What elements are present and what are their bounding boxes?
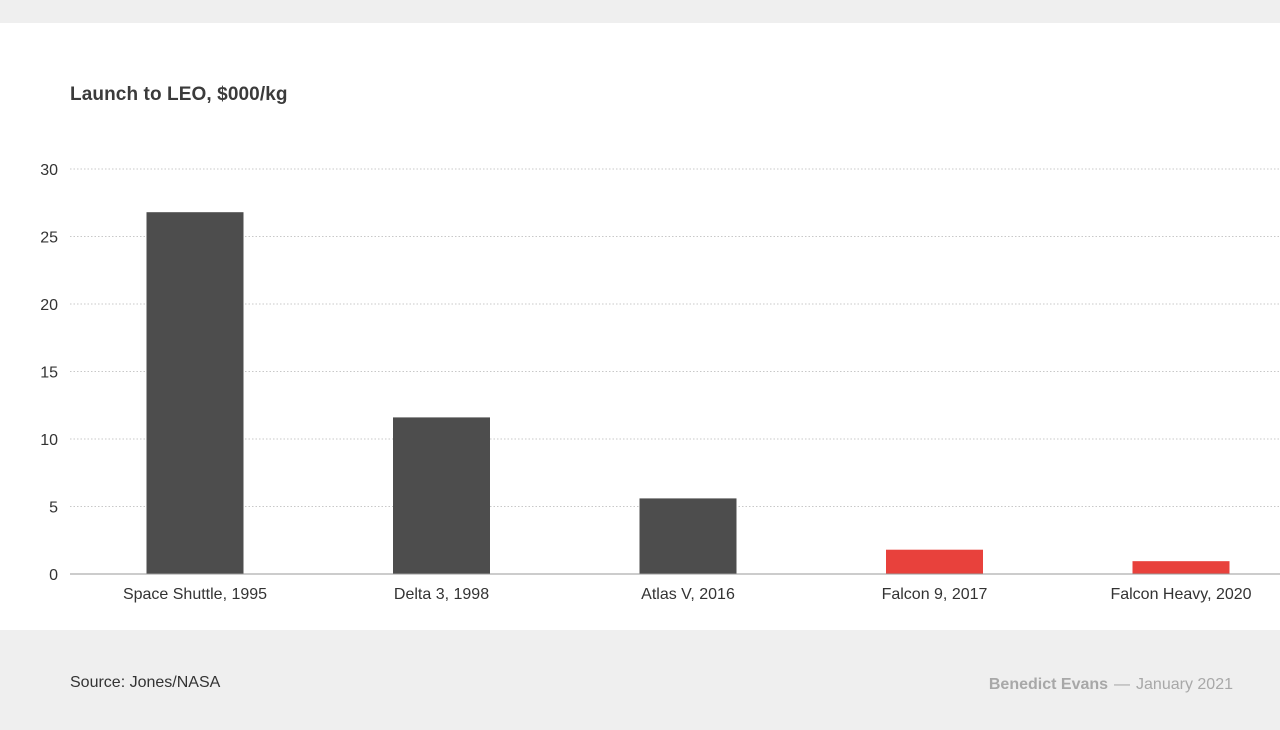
chart-title: Launch to LEO, $000/kg (70, 84, 288, 105)
y-tick-label: 25 (40, 230, 58, 247)
x-tick-label: Falcon 9, 2017 (882, 586, 988, 603)
credit-separator: — (1114, 676, 1131, 693)
x-axis-labels: Space Shuttle, 1995 Delta 3, 1998 Atlas V,… (123, 586, 1252, 603)
y-tick-label: 20 (40, 297, 58, 314)
y-tick-label: 15 (40, 365, 58, 382)
footer: Source: Jones/NASA Benedict Evans — Januar… (0, 630, 1280, 730)
credit: Benedict Evans — January 2021 (989, 676, 1233, 694)
x-tick-label: Falcon Heavy, 2020 (1110, 586, 1251, 603)
bar-chart: 0 5 10 15 20 25 30 Space Shuttle, 1995 Delta 3,… (40, 162, 1280, 603)
y-tick-label: 5 (49, 500, 58, 517)
x-tick-label: Delta 3, 1998 (394, 586, 489, 603)
bar (393, 417, 490, 574)
bars (146, 212, 1230, 574)
x-tick-label: Atlas V, 2016 (641, 586, 735, 603)
x-tick-label: Space Shuttle, 1995 (123, 586, 267, 603)
author-name: Benedict Evans (988, 676, 1109, 693)
y-axis-ticks: 0 5 10 15 20 25 30 (40, 162, 58, 584)
source-note: Source: Jones/NASA (70, 674, 221, 691)
bar (639, 498, 737, 574)
publication-date: January 2021 (1136, 676, 1233, 693)
top-band (0, 0, 1280, 23)
y-tick-label: 0 (49, 567, 58, 584)
y-tick-label: 10 (40, 432, 58, 449)
bar (1132, 561, 1230, 574)
y-tick-label: 30 (40, 162, 58, 179)
bar (146, 212, 244, 574)
bar (886, 549, 983, 574)
gridlines (70, 168, 1280, 507)
